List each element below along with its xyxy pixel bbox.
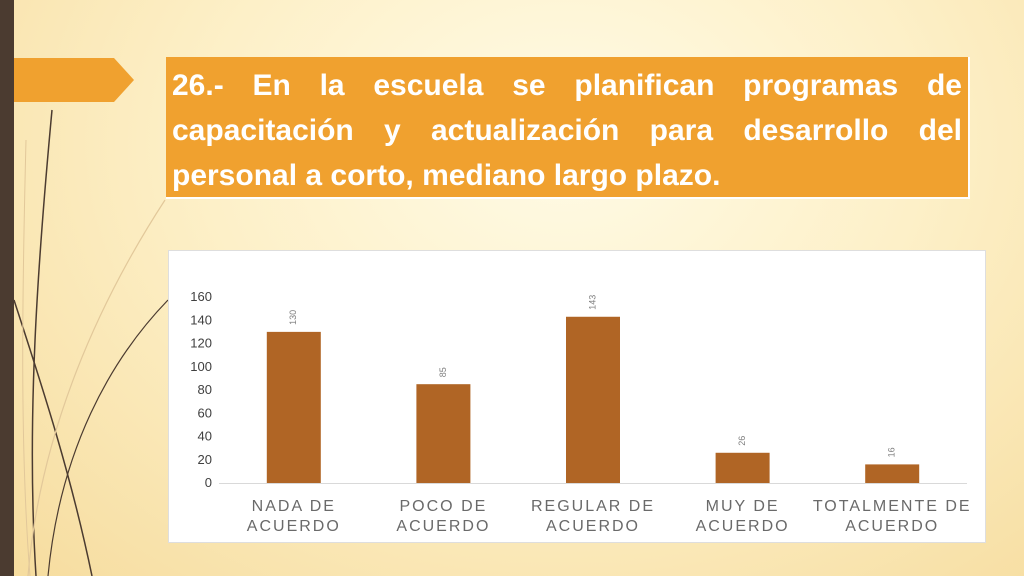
x-label-line: ACUERDO [396, 518, 490, 535]
x-label-line: NADA DE [252, 498, 336, 515]
x-category-label: NADA DE ACUERDO [247, 498, 341, 535]
title-box: 26.- En la escuela se planifican program… [166, 57, 970, 199]
left-accent-bar [0, 0, 14, 576]
x-label-line: MUY DE [706, 498, 780, 515]
decorative-curves [13, 109, 169, 576]
data-label: 85 [438, 367, 448, 377]
x-category-label: TOTALMENTE DE ACUERDO [813, 498, 972, 535]
x-category-label: REGULAR DE ACUERDO [531, 498, 655, 535]
bar-5 [865, 464, 920, 483]
x-label-line: REGULAR DE [531, 498, 655, 515]
chart-panel: 0 20 40 60 80 100 120 140 160 130 85 143 26 16 NADA … [168, 250, 986, 543]
y-tick-label: 120 [190, 336, 212, 351]
x-label-line: ACUERDO [845, 518, 939, 535]
data-label: 143 [587, 295, 597, 310]
y-tick-label: 160 [190, 289, 212, 304]
x-category-label: POCO DE ACUERDO [396, 498, 490, 535]
x-label-line: ACUERDO [546, 518, 640, 535]
x-category-label: MUY DE ACUERDO [696, 498, 790, 535]
data-label: 16 [887, 447, 897, 457]
bar-1 [266, 331, 321, 483]
x-label-line: ACUERDO [696, 518, 790, 535]
data-label: 26 [737, 436, 747, 446]
y-tick-label: 0 [205, 475, 212, 490]
bar-2 [416, 384, 471, 483]
y-tick-label: 100 [190, 359, 212, 374]
bar-4 [715, 452, 770, 483]
y-tick-label: 80 [198, 382, 212, 397]
bar-3 [566, 316, 620, 483]
x-label-line: ACUERDO [247, 518, 341, 535]
bar-chart: 0 20 40 60 80 100 120 140 160 130 85 143 26 16 NADA … [190, 289, 972, 535]
y-tick-label: 20 [198, 452, 212, 467]
slide-title: 26.- En la escuela se planifican program… [172, 69, 962, 192]
y-tick-label: 140 [190, 312, 212, 327]
y-tick-label: 60 [198, 405, 212, 420]
x-label-line: POCO DE [400, 498, 488, 515]
data-label: 130 [288, 310, 298, 325]
arrow-tab-shape [14, 58, 134, 102]
y-tick-label: 40 [198, 429, 212, 444]
x-label-line: TOTALMENTE DE [813, 498, 972, 515]
